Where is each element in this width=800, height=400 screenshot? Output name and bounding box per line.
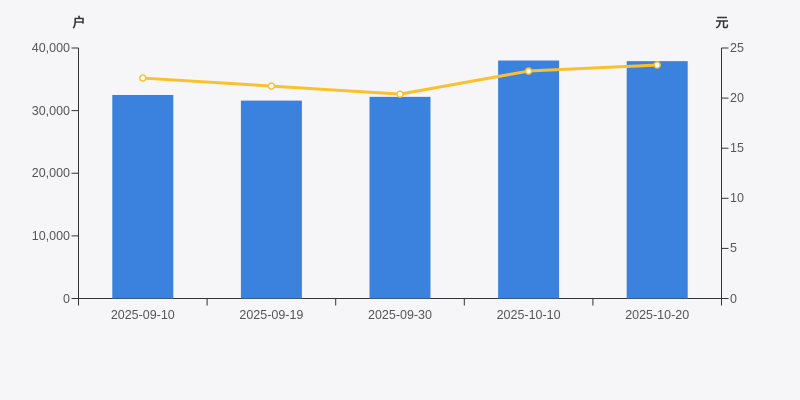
x-axis-category-label: 2025-09-10 xyxy=(110,307,175,322)
left-axis-title: 户 xyxy=(72,15,86,30)
left-axis-tick-label: 10,000 xyxy=(31,228,70,243)
left-axis-tick-label: 0 xyxy=(63,291,70,306)
left-axis-tick-label: 20,000 xyxy=(31,166,70,181)
right-axis-tick-label: 0 xyxy=(730,291,737,306)
right-axis-title: 元 xyxy=(715,15,729,30)
line-point-2025-09-30[interactable] xyxy=(396,90,404,98)
right-axis-tick-label: 10 xyxy=(730,191,744,206)
bar-2025-09-10[interactable] xyxy=(112,94,174,299)
line-series xyxy=(141,63,659,96)
line-point-2025-10-10[interactable] xyxy=(524,67,533,75)
bar-2025-09-30[interactable] xyxy=(369,96,431,299)
bar-2025-10-10[interactable] xyxy=(498,60,560,299)
right-axis-tick-label: 20 xyxy=(730,91,744,106)
bar-2025-10-20[interactable] xyxy=(626,61,688,299)
right-axis-tick-label: 25 xyxy=(730,41,744,55)
right-axis-tick-label: 5 xyxy=(730,241,737,256)
line-point-2025-09-10[interactable] xyxy=(139,74,147,82)
line-point-2025-10-20[interactable] xyxy=(653,61,661,69)
x-axis-category-label: 2025-09-30 xyxy=(368,307,432,322)
right-axis-tick-label: 15 xyxy=(730,141,744,156)
x-axis-category-label: 2025-09-19 xyxy=(239,307,304,322)
bar-2025-09-19[interactable] xyxy=(240,100,302,299)
x-axis-category-label: 2025-10-10 xyxy=(496,307,561,322)
left-axis-tick-label: 40,000 xyxy=(31,41,70,55)
left-axis-tick-label: 30,000 xyxy=(31,103,70,118)
x-axis-category-label: 2025-10-20 xyxy=(625,307,690,322)
line-point-2025-09-19[interactable] xyxy=(267,82,276,90)
